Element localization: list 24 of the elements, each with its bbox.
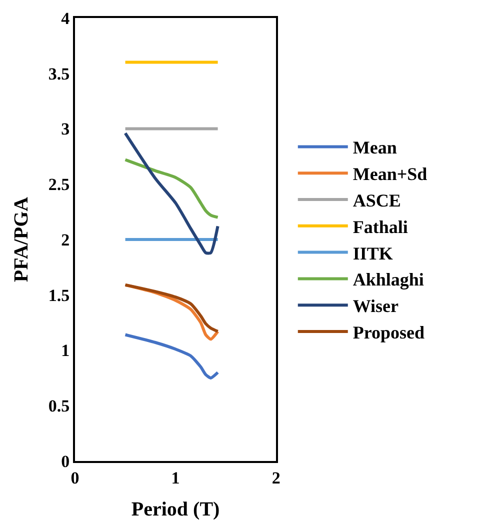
y-tick-label: 1 [61,341,70,360]
line-series [124,333,220,380]
legend-label: Proposed [352,322,425,343]
legend-label: Akhlaghi [352,270,424,290]
x-tick-label: 1 [171,468,180,488]
y-axis-title: PFA/PGA [10,196,32,282]
legend-label: IITK [352,243,393,264]
y-tick-label: 3 [61,120,70,139]
legend-label: Mean [352,138,397,158]
legend-label: ASCE [352,190,401,211]
x-axis-title: Period (T) [131,498,220,520]
y-tick-label: 2 [61,230,70,250]
legend-label: Wiser [352,296,399,316]
legend-label: Mean+Sd [352,164,428,184]
y-tick-label: 0 [61,452,70,471]
line-series [124,158,220,219]
y-tick-label: 1.5 [48,286,70,305]
y-tick-label: 4 [61,8,70,28]
line-series [124,132,220,255]
y-tick-label: 2.5 [48,175,70,194]
x-tick-label: 2 [272,468,280,488]
y-tick-label: 0.5 [48,396,70,416]
y-tick-label: 3.5 [48,64,70,84]
legend-label: Fathali [352,216,408,237]
